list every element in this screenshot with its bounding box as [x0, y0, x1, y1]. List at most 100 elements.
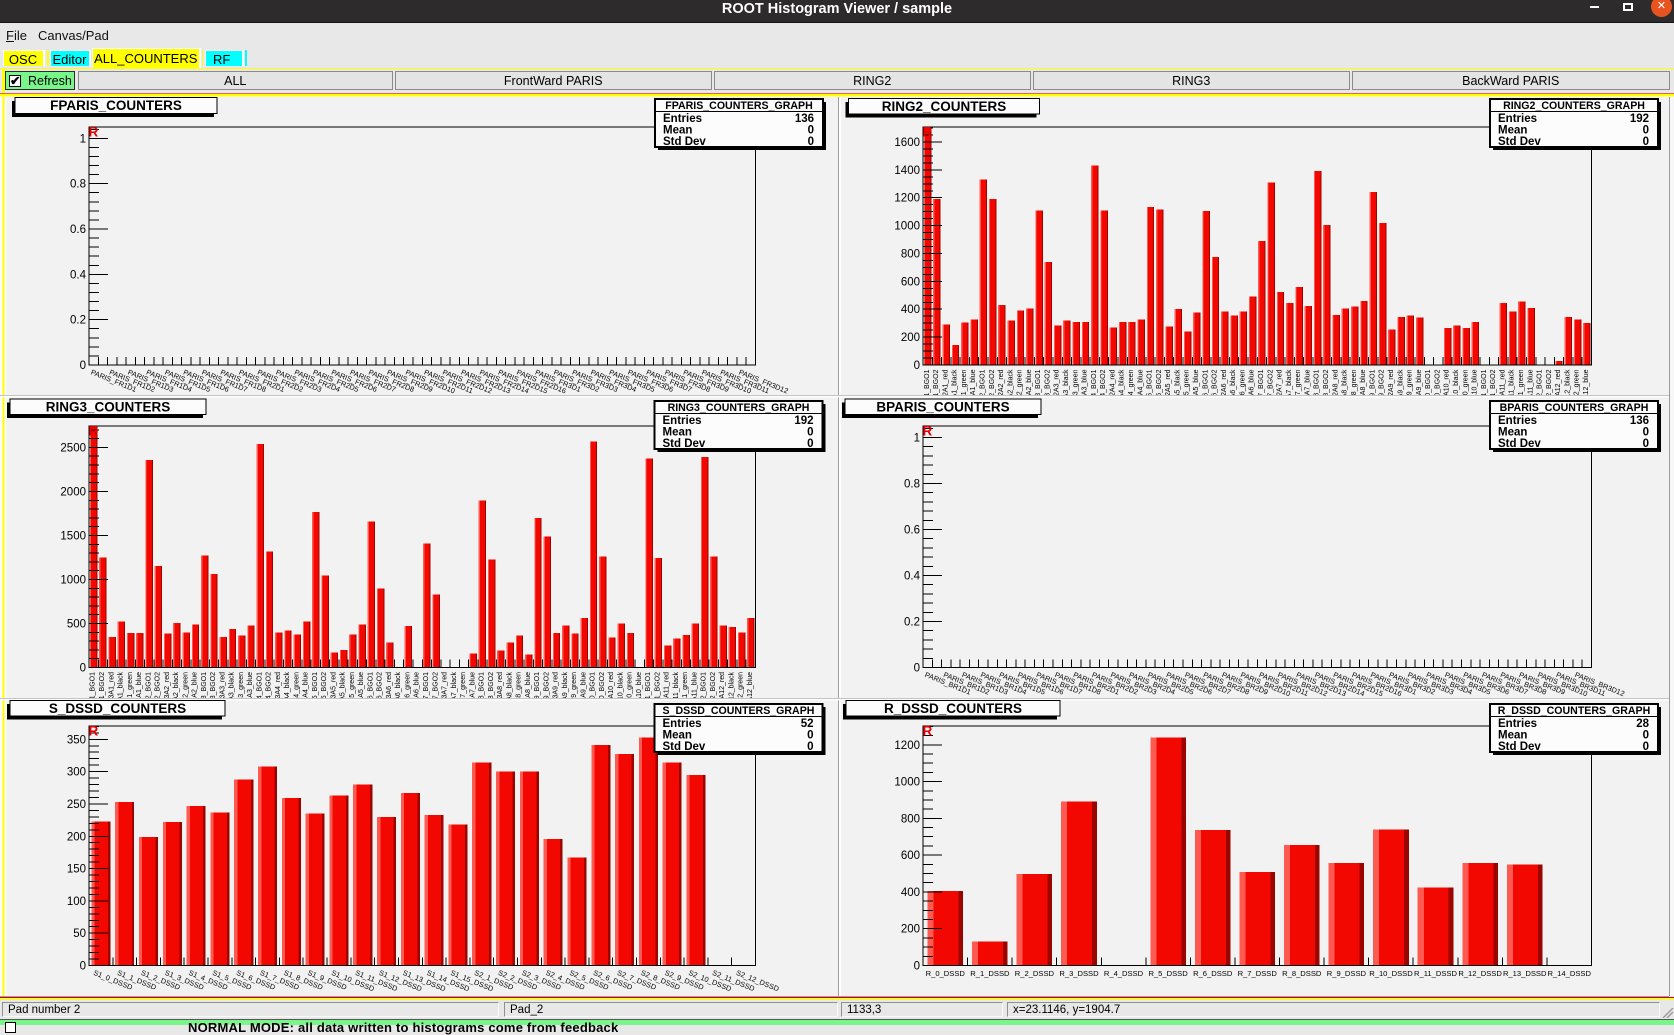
- svg-text:Std Dev: Std Dev: [1498, 741, 1541, 753]
- svg-text:3A9_blue: 3A9_blue: [580, 672, 587, 702]
- svg-text:Mean: Mean: [663, 427, 692, 439]
- svg-text:Std Dev: Std Dev: [663, 438, 706, 450]
- svg-text:2A11_BGO1: 2A11_BGO1: [1481, 369, 1488, 408]
- svg-text:2A2_black: 2A2_black: [1007, 369, 1014, 402]
- svg-text:0: 0: [914, 961, 920, 973]
- svg-text:300: 300: [67, 767, 86, 779]
- svg-text:600: 600: [901, 276, 920, 288]
- svg-text:3A10_BGO2: 3A10_BGO2: [599, 672, 606, 712]
- svg-text:2A11_blue: 2A11_blue: [1527, 369, 1534, 402]
- svg-text:Entries: Entries: [1498, 415, 1537, 427]
- svg-text:Mean: Mean: [1498, 427, 1527, 439]
- svg-text:2A2_BGO1: 2A2_BGO1: [979, 369, 986, 405]
- svg-text:R_8_DSSD: R_8_DSSD: [1282, 969, 1322, 978]
- svg-text:3A3_BGO2: 3A3_BGO2: [210, 672, 217, 708]
- svg-text:2A4_red: 2A4_red: [1109, 369, 1116, 396]
- svg-text:3A5_BGO1: 3A5_BGO1: [312, 672, 319, 708]
- svg-text:R_13_DSSD: R_13_DSSD: [1503, 969, 1547, 978]
- svg-text:BPARIS_COUNTERS: BPARIS_COUNTERS: [876, 400, 1009, 415]
- svg-text:0: 0: [807, 741, 813, 753]
- svg-text:2A10_BGO1: 2A10_BGO1: [1425, 369, 1432, 409]
- svg-text:3A12_BGO2: 3A12_BGO2: [710, 672, 717, 712]
- svg-text:3A5_green: 3A5_green: [349, 672, 356, 706]
- svg-text:500: 500: [67, 619, 86, 631]
- svg-text:3A11_BGO2: 3A11_BGO2: [654, 672, 661, 711]
- svg-text:Std Dev: Std Dev: [663, 741, 706, 753]
- svg-text:200: 200: [901, 332, 920, 344]
- svg-text:R_6_DSSD: R_6_DSSD: [1193, 969, 1233, 978]
- svg-text:150: 150: [67, 864, 86, 876]
- svg-text:3A7_black: 3A7_black: [451, 672, 458, 705]
- svg-text:3A6_red: 3A6_red: [386, 672, 393, 699]
- svg-text:1000: 1000: [894, 221, 920, 233]
- svg-text:2A12_green: 2A12_green: [1574, 369, 1581, 407]
- svg-text:3A1_BGO2: 3A1_BGO2: [99, 672, 106, 708]
- svg-text:2A10_red: 2A10_red: [1444, 369, 1451, 399]
- svg-text:3A6_blue: 3A6_blue: [414, 672, 421, 702]
- svg-text:2A9_red: 2A9_red: [1388, 369, 1395, 396]
- svg-text:200: 200: [67, 831, 86, 843]
- svg-text:3A1_blue: 3A1_blue: [136, 672, 143, 702]
- svg-text:2A3_red: 2A3_red: [1054, 369, 1061, 396]
- svg-text:2A4_green: 2A4_green: [1128, 369, 1135, 403]
- svg-text:0: 0: [1643, 125, 1649, 137]
- svg-text:3A3_red: 3A3_red: [219, 672, 226, 699]
- svg-text:2A5_green: 2A5_green: [1184, 369, 1191, 403]
- svg-text:Entries: Entries: [1498, 718, 1537, 730]
- svg-text:2A9_BGO1: 2A9_BGO1: [1369, 369, 1376, 405]
- svg-text:2A1_red: 2A1_red: [942, 369, 949, 396]
- svg-text:1500: 1500: [60, 531, 86, 543]
- svg-text:R_7_DSSD: R_7_DSSD: [1238, 969, 1278, 978]
- svg-text:2A6_red: 2A6_red: [1221, 369, 1228, 396]
- svg-text:3A10_BGO1: 3A10_BGO1: [590, 672, 597, 712]
- svg-text:Mean: Mean: [663, 730, 692, 742]
- svg-text:2500: 2500: [60, 442, 86, 454]
- svg-text:R_11_DSSD: R_11_DSSD: [1414, 969, 1457, 978]
- svg-text:28: 28: [1636, 718, 1649, 730]
- svg-text:Entries: Entries: [663, 718, 702, 730]
- svg-text:3A11_black: 3A11_black: [673, 672, 680, 709]
- svg-text:3A5_blue: 3A5_blue: [358, 672, 365, 702]
- svg-text:2A7_red: 2A7_red: [1277, 369, 1284, 396]
- svg-text:3A7_red: 3A7_red: [442, 672, 449, 699]
- svg-text:3A8_red: 3A8_red: [497, 672, 504, 699]
- svg-text:2A10_black: 2A10_black: [1453, 369, 1460, 406]
- svg-text:3A6_black: 3A6_black: [395, 672, 402, 705]
- svg-text:2A3_BGO2: 2A3_BGO2: [1044, 369, 1051, 405]
- svg-text:2A7_green: 2A7_green: [1295, 369, 1302, 403]
- svg-text:2A11_BGO2: 2A11_BGO2: [1490, 369, 1497, 408]
- svg-text:3A1_green: 3A1_green: [127, 672, 134, 706]
- svg-text:0.2: 0.2: [70, 315, 86, 327]
- svg-text:0.8: 0.8: [904, 479, 920, 491]
- svg-text:3A8_green: 3A8_green: [516, 672, 523, 706]
- svg-text:3A11_blue: 3A11_blue: [691, 672, 698, 705]
- svg-text:3A10_black: 3A10_black: [617, 672, 624, 709]
- svg-text:136: 136: [795, 113, 814, 125]
- svg-text:3A2_red: 3A2_red: [164, 672, 171, 699]
- svg-text:0: 0: [808, 125, 814, 137]
- svg-text:400: 400: [901, 887, 920, 899]
- svg-text:192: 192: [1630, 113, 1649, 125]
- svg-text:0.2: 0.2: [904, 617, 920, 629]
- svg-text:0: 0: [1643, 730, 1649, 742]
- svg-text:0: 0: [807, 438, 813, 450]
- svg-text:3A7_BGO2: 3A7_BGO2: [432, 672, 439, 708]
- svg-text:0.6: 0.6: [70, 224, 86, 236]
- svg-text:R_2_DSSD: R_2_DSSD: [1015, 969, 1055, 978]
- svg-text:3A6_BGO1: 3A6_BGO1: [367, 672, 374, 708]
- svg-text:192: 192: [794, 415, 813, 427]
- svg-text:3A9_red: 3A9_red: [553, 672, 560, 699]
- svg-text:2A7_BGO2: 2A7_BGO2: [1267, 369, 1274, 405]
- svg-text:3A12_green: 3A12_green: [738, 672, 745, 710]
- svg-text:2A1_BGO2: 2A1_BGO2: [933, 369, 940, 405]
- svg-text:R_12_DSSD: R_12_DSSD: [1458, 969, 1502, 978]
- svg-text:R_1_DSSD: R_1_DSSD: [970, 969, 1010, 978]
- svg-text:1200: 1200: [894, 740, 920, 752]
- svg-text:2A6_blue: 2A6_blue: [1249, 369, 1256, 399]
- svg-text:2A8_red: 2A8_red: [1332, 369, 1339, 396]
- svg-text:FPARIS_COUNTERS: FPARIS_COUNTERS: [50, 98, 182, 113]
- svg-text:2A6_BGO1: 2A6_BGO1: [1202, 369, 1209, 405]
- svg-text:2A4_blue: 2A4_blue: [1137, 369, 1144, 399]
- svg-text:1200: 1200: [894, 193, 920, 205]
- svg-text:2A1_black: 2A1_black: [952, 369, 959, 402]
